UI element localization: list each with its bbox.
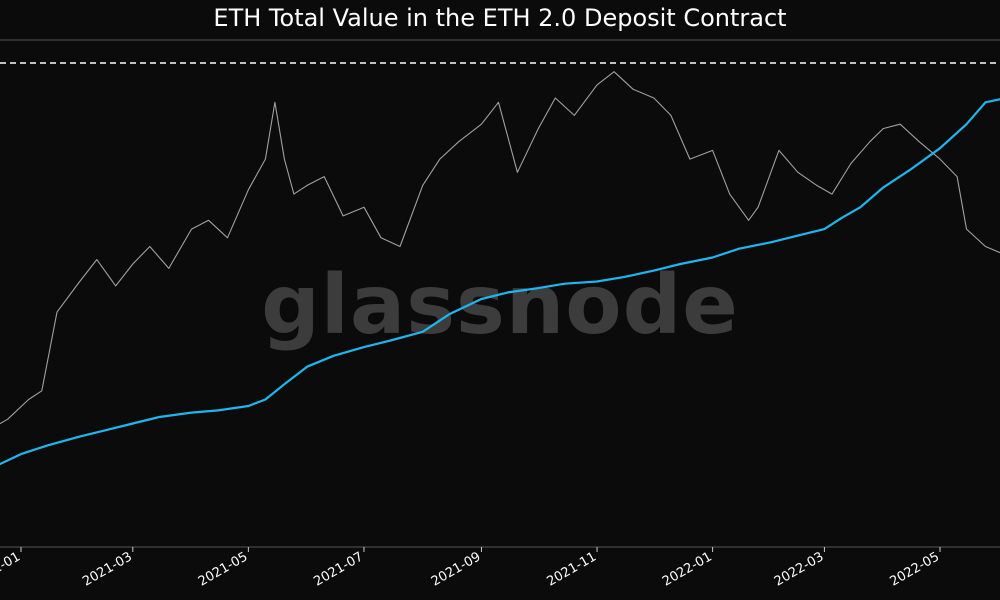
series-line-deposit-value [0, 98, 1000, 466]
x-tick-label: 2022-03 [772, 549, 827, 589]
x-tick-label: 2021-11 [544, 549, 599, 589]
x-tick-label: 2021-03 [80, 549, 135, 589]
watermark-logo: glassnode [261, 258, 739, 353]
chart-title: ETH Total Value in the ETH 2.0 Deposit C… [213, 4, 787, 32]
x-tick-label: 2021-05 [196, 549, 251, 589]
series-line-price [0, 71, 1000, 425]
x-tick-label: 2022-05 [887, 549, 942, 589]
x-tick-label: 2022-01 [660, 549, 715, 589]
x-tick-label: 2021-09 [429, 549, 484, 589]
x-tick-label: 2021-07 [311, 549, 366, 589]
x-tick-label: 2021-01 [0, 549, 23, 589]
